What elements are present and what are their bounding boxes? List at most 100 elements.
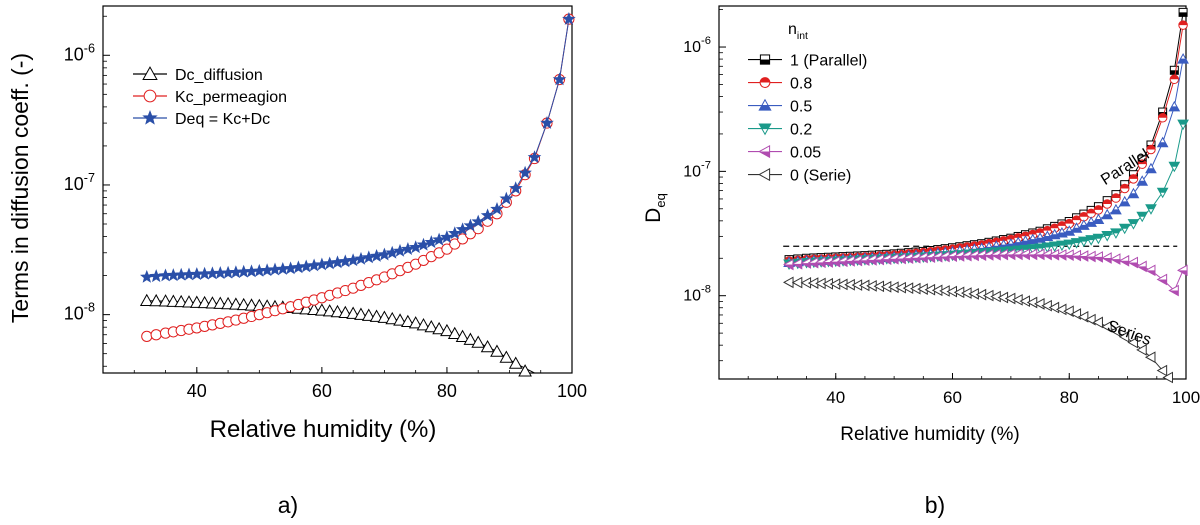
b-data-point <box>1156 364 1168 377</box>
a-x-tick-label: 80 <box>437 381 457 401</box>
panel-a-x-axis-label: Relative humidity (%) <box>210 416 437 443</box>
a-data-point <box>432 321 446 335</box>
a-data-point <box>508 356 523 369</box>
b-data-point <box>1169 74 1180 85</box>
b-data-point <box>1136 260 1147 273</box>
b-data-point <box>1092 251 1103 263</box>
b-data-point <box>1127 219 1140 230</box>
b-data-point <box>1146 144 1156 155</box>
b-data-point <box>1128 174 1139 184</box>
a-data-point <box>440 230 454 244</box>
a-data-point <box>149 269 163 283</box>
b-data-point <box>1049 223 1060 233</box>
b-data-point <box>1178 7 1188 17</box>
a-series-2 <box>140 11 576 283</box>
b-data-point <box>1102 199 1112 209</box>
a-data-point <box>540 115 554 129</box>
b-data-point <box>1169 65 1179 75</box>
a-legend-marker <box>142 66 158 81</box>
b-data-point <box>783 276 794 289</box>
b-data-point <box>1077 236 1090 248</box>
b-data-point <box>1118 223 1131 235</box>
a-data-point <box>527 150 542 164</box>
panel-b-label: b) <box>925 492 945 518</box>
a-data-point <box>449 238 461 250</box>
a-data-point <box>440 323 454 337</box>
a-data-point <box>346 306 360 319</box>
a-legend-label: Kc_permeagion <box>175 89 287 106</box>
panel-a-label: a) <box>278 492 298 518</box>
b-data-point <box>1144 351 1156 364</box>
a-series-1 <box>141 13 575 342</box>
b-legend-marker <box>759 54 771 65</box>
a-data-point <box>471 214 485 228</box>
b-legend-item-3: 0.2 <box>748 122 812 139</box>
b-series-1 <box>784 20 1188 266</box>
b-data-point <box>1119 183 1130 194</box>
a-series-line-0 <box>146 300 554 374</box>
b-legend-marker <box>758 167 771 182</box>
panel-a: 40 60 80 100 10-8 10-7 10-6 Relative humidity… <box>7 5 587 518</box>
panel-a-y-ticks: 10-8 10-7 10-6 <box>64 15 110 367</box>
b-data-point <box>1085 235 1097 246</box>
panel-b-y-axis-label-main: D <box>642 208 665 223</box>
b-data-point <box>1101 208 1114 220</box>
a-data-point <box>518 165 532 179</box>
b-data-point <box>888 252 899 265</box>
a-data-point <box>330 304 345 318</box>
b-data-point <box>1168 284 1179 297</box>
a-legend-item-1: Kc_permeagion <box>133 89 287 106</box>
a-x-tick-label: 100 <box>557 381 587 401</box>
b-legend-label: 0.8 <box>790 76 812 93</box>
b-legend-marker <box>759 77 771 88</box>
a-data-point <box>369 309 384 322</box>
b-data-point <box>1162 371 1173 384</box>
b-data-point <box>1157 112 1168 123</box>
a-data-point <box>463 218 478 232</box>
a-data-point <box>221 296 235 310</box>
b-legend-marker <box>758 98 772 111</box>
a-data-point <box>385 311 400 325</box>
a-y-tick-label: 10-7 <box>64 171 95 194</box>
b-data-point <box>1063 239 1076 251</box>
a-legend-item-0: Dc_diffusion <box>133 66 263 84</box>
b-data-point <box>1041 242 1054 254</box>
b-data-point <box>1026 244 1039 255</box>
a-legend-label: Dc_diffusion <box>175 67 263 84</box>
panel-a-legend: Dc_diffusion Kc_permeagion Deq = Kc+Dc <box>133 66 287 128</box>
a-data-point <box>150 329 162 341</box>
b-data-point <box>1144 264 1156 277</box>
a-data-point <box>552 72 567 86</box>
b-data-point <box>1109 325 1121 337</box>
b-data-point <box>1092 316 1103 329</box>
panel-b-x-axis-label: Relative humidity (%) <box>840 424 1020 445</box>
b-data-point <box>1034 243 1046 255</box>
b-legend-item-4: 0.05 <box>748 145 821 162</box>
a-data-point <box>393 313 407 326</box>
b-series-4 <box>783 248 1188 297</box>
b-data-point <box>1136 211 1149 223</box>
a-data-point <box>480 208 495 222</box>
b-series-5 <box>783 276 1173 384</box>
b-data-point <box>1177 264 1188 277</box>
b-data-point <box>783 258 794 271</box>
b-legend-item-0: 1 (Parallel) <box>748 53 867 70</box>
a-data-point <box>448 226 462 240</box>
a-data-point <box>141 330 153 342</box>
b-x-tick-label: 80 <box>1060 388 1079 407</box>
b-data-point <box>1085 313 1096 326</box>
panel-b-series <box>783 7 1189 384</box>
a-data-point <box>480 339 495 353</box>
b-data-point <box>1048 241 1061 253</box>
a-data-point <box>322 304 337 317</box>
b-data-point <box>1137 159 1147 169</box>
b-legend-label: 0.5 <box>790 99 812 116</box>
a-data-point <box>508 181 523 195</box>
b-data-point <box>1168 100 1181 112</box>
a-data-point <box>338 305 353 319</box>
a-data-point <box>307 302 321 315</box>
b-data-point <box>1056 240 1068 252</box>
panel-a-x-ticks: 40 60 80 100 <box>102 367 587 401</box>
b-series-line-0 <box>789 12 1184 261</box>
b-data-point <box>1127 336 1138 349</box>
